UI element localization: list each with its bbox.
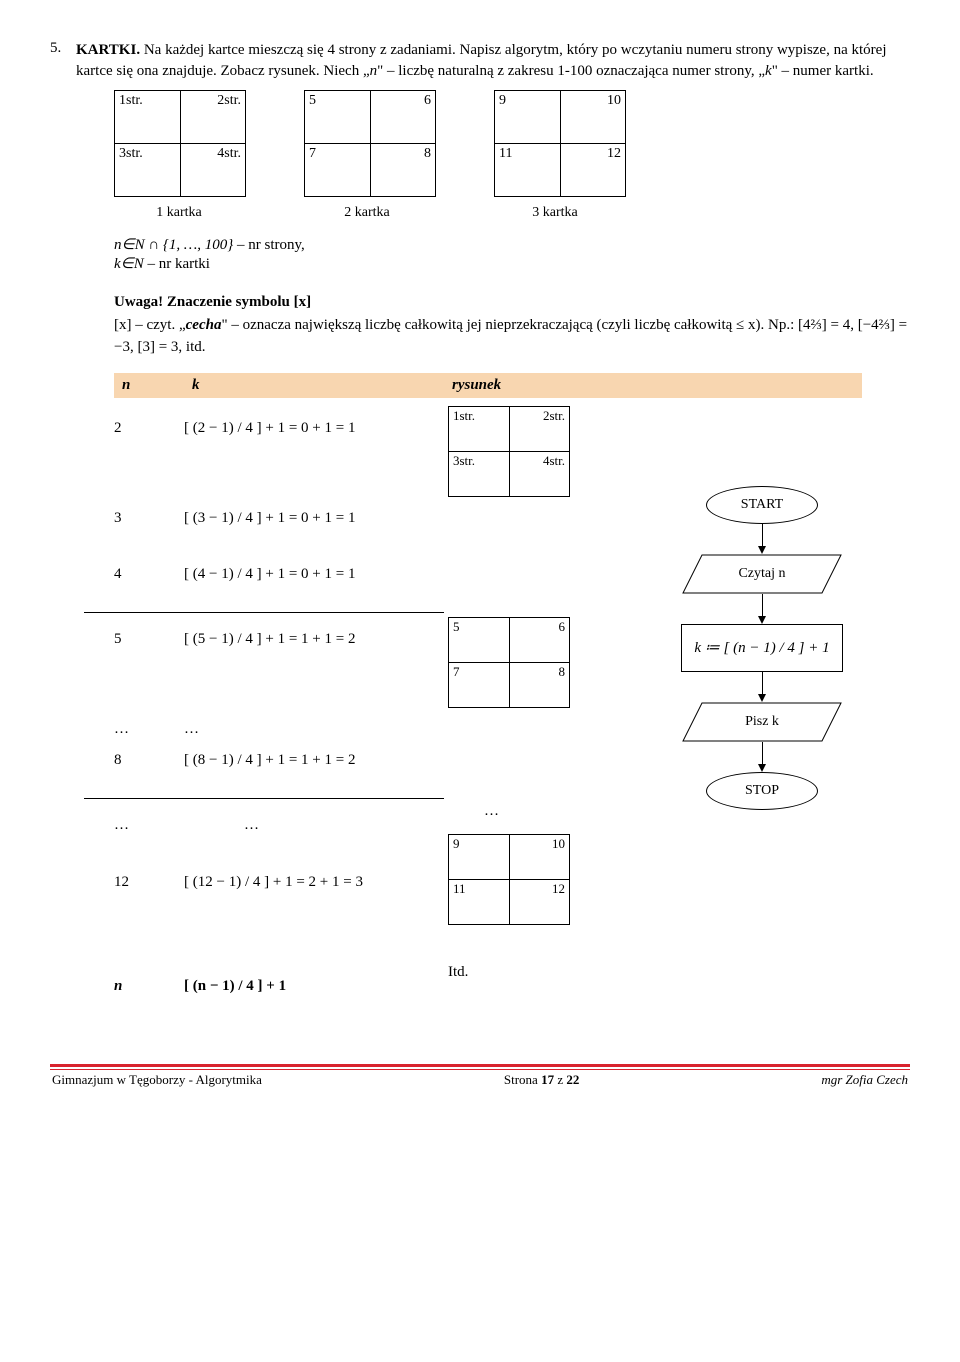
mini-card-1t: 1str. 2str. [448,406,570,452]
mini-card-2b: 7 8 [448,662,570,708]
arrow-icon [758,672,766,702]
cards-row-1: 1str. 2str. 5 6 9 10 [114,90,910,144]
card-labels: 1 kartka 2 kartka 3 kartka [114,205,910,221]
card-2: 5 6 [304,90,436,144]
uwaga-block: Uwaga! Znaczenie symbolu [x] [x] – czyt.… [114,291,910,359]
nk-header: n k rysunek [114,373,862,398]
footer-left: Gimnazjum w Tęgoborzy - Algorytmika [52,1072,262,1088]
task-text: KARTKI. Na każdej kartce mieszczą się 4 … [76,40,910,82]
flowchart: START Czytaj n k ≔ [ (n − 1) / 4 ] + 1 P… [652,486,872,810]
arrow-icon [758,742,766,772]
ex-row-12: 12 [ (12 − 1) / 4 ] + 1 = 2 + 1 = 3 9 10… [114,834,862,944]
card-2b: 7 8 [304,143,436,197]
ex-row-2: 2 [ (2 − 1) / 4 ] + 1 = 0 + 1 = 1 1str. … [114,406,862,496]
flow-start: START [706,486,818,524]
card-1b: 3str. 4str. [114,143,246,197]
task-t2: " – liczbę naturalną z zakresu 1-100 ozn… [377,63,765,79]
task-number: 5. [50,40,61,57]
mini-card-3t: 9 10 [448,834,570,880]
flow-stop: STOP [706,772,818,810]
card-3: 9 10 [494,90,626,144]
cards-row-2: 3str. 4str. 7 8 11 12 [114,143,910,197]
mini-card-3b: 11 12 [448,879,570,925]
card-3b: 11 12 [494,143,626,197]
arrow-icon [758,594,766,624]
footer-mid: Strona 17 z 22 [504,1072,579,1088]
page-footer: Gimnazjum w Tęgoborzy - Algorytmika Stro… [50,1070,910,1088]
flow-assign: k ≔ [ (n − 1) / 4 ] + 1 [681,624,843,672]
task-title: KARTKI. [76,42,140,58]
definitions: n∈N ∩ {1, …, 100} – nr strony, k∈N – nr … [114,235,910,273]
flow-read: Czytaj n [682,554,842,594]
flow-write: Pisz k [682,702,842,742]
n-sym: n [370,63,378,79]
card-1: 1str. 2str. [114,90,246,144]
ex-row-n: n [ (n − 1) / 4 ] + 1 Itd. [114,964,862,1024]
examples: START Czytaj n k ≔ [ (n − 1) / 4 ] + 1 P… [114,406,862,1024]
mini-card-2t: 5 6 [448,617,570,663]
footer-right: mgr Zofia Czech [821,1072,908,1088]
task-t3: " – numer kartki. [772,63,874,79]
mini-card-1b: 3str. 4str. [448,451,570,497]
k-sym: k [765,63,772,79]
arrow-icon [758,524,766,554]
task-block: 5. KARTKI. Na każdej kartce mieszczą się… [50,40,910,82]
